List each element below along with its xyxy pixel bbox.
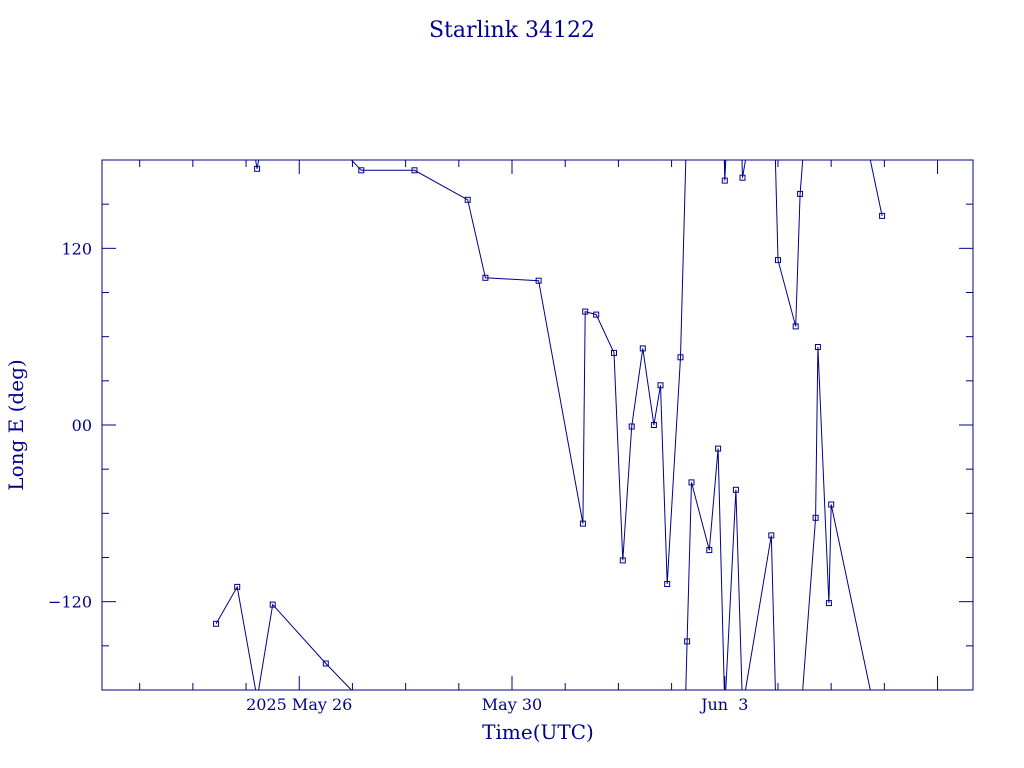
data-point [213,620,220,627]
data-point [254,165,261,172]
x-axis-label: Time(UTC) [482,720,594,744]
data-point [879,212,886,219]
data-point [650,422,657,428]
chart-title: Starlink 34122 [429,18,595,43]
data-point [639,345,646,352]
data-point [677,354,684,361]
data-point [411,167,418,174]
data-point [322,660,329,667]
data-point [611,349,617,356]
data-point [706,547,713,554]
data-point [579,520,586,527]
data-point [732,486,739,493]
plot-frame [101,159,974,691]
data-point [664,581,671,587]
data-point [582,308,589,315]
data-point [768,532,775,539]
plot-area [213,160,886,690]
axis-ticks [102,160,973,690]
data-point [657,382,664,389]
data-point [619,557,626,564]
y-tick-label: 00 [72,416,92,435]
data-point [797,190,804,197]
data-point [628,423,635,430]
data-point [358,167,365,174]
y-tick-label: −120 [48,593,92,612]
data-point [825,600,832,607]
series-line [215,160,883,690]
data-point [814,344,821,350]
x-tick-label: May 30 [482,695,542,714]
data-point [234,583,241,590]
data-point [739,174,746,181]
x-tick-label: 2025 May 26 [246,695,352,714]
tick-labels: −120 00 120 2025 May 26 May 30 Jun 3 [48,239,748,714]
data-point [721,177,728,184]
data-point [593,311,600,318]
data-point [464,196,471,203]
data-point [482,274,489,281]
y-axis-label: Long E (deg) [4,359,28,490]
data-point [715,445,722,452]
data-point [828,501,835,508]
data-point [535,277,542,284]
y-tick-label: 120 [61,239,92,258]
data-point [775,257,781,264]
data-point [792,323,799,330]
x-tick-label: Jun 3 [699,695,748,714]
data-point [812,514,819,521]
data-point [688,479,695,486]
data-point [684,638,691,645]
data-point [269,601,276,608]
